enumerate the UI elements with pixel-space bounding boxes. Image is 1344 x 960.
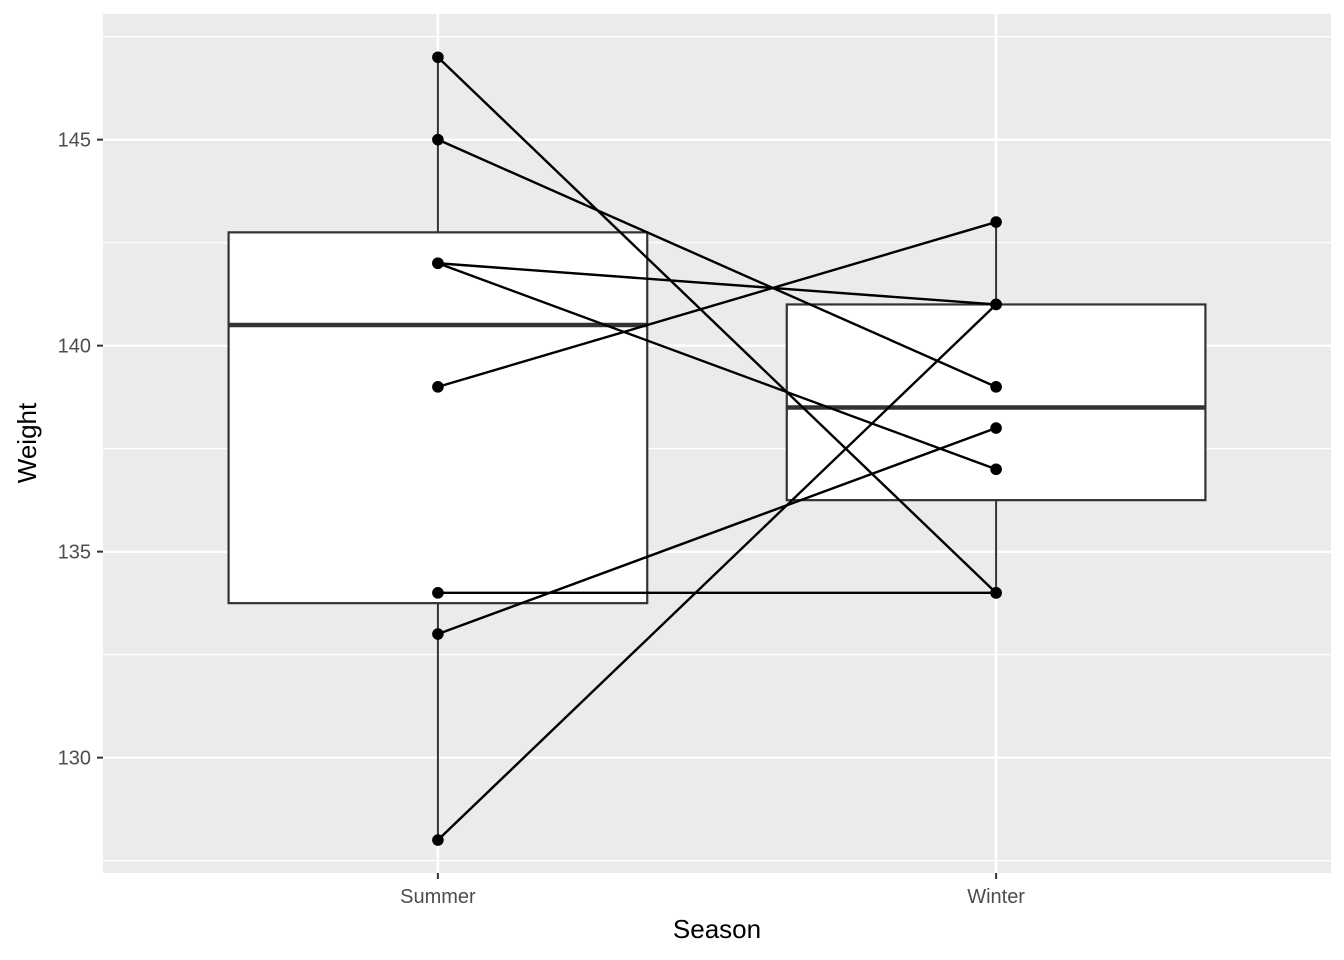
x-axis: Summer Winter — [400, 873, 1025, 908]
data-point-summer — [432, 51, 444, 64]
x-axis-title: Season — [673, 914, 761, 944]
data-point-summer — [432, 587, 444, 599]
pair-line — [437, 303, 997, 841]
data-point-summer — [432, 628, 444, 640]
data-point-summer — [432, 257, 444, 270]
pair-line — [437, 138, 997, 388]
data-point-winter — [990, 422, 1002, 434]
box-summer — [227, 231, 649, 605]
data-point-winter — [990, 463, 1002, 476]
y-tick-label: 145 — [58, 130, 91, 152]
y-axis: 130 135 140 145 — [58, 130, 103, 770]
data-point-winter — [990, 381, 1002, 393]
pair-line — [437, 262, 997, 306]
x-tick-label: Summer — [400, 886, 476, 908]
data-point-summer — [432, 381, 444, 393]
pair-line — [437, 56, 997, 594]
y-axis-title: Weight — [12, 402, 42, 483]
data-point-winter — [990, 216, 1002, 228]
data-points — [432, 51, 1002, 846]
data-point-winter — [990, 587, 1002, 599]
x-tick-label: Winter — [967, 886, 1025, 908]
y-tick-label: 130 — [58, 748, 91, 770]
data-point-summer — [432, 834, 444, 846]
y-tick-label: 140 — [58, 336, 91, 358]
y-tick-label: 135 — [58, 542, 91, 564]
data-point-winter — [990, 298, 1002, 311]
data-point-summer — [432, 133, 444, 146]
pair-line — [437, 262, 997, 471]
paired-lines — [437, 56, 997, 841]
boxes — [227, 231, 1207, 605]
pair-line — [437, 426, 997, 636]
pair-line — [437, 220, 997, 389]
